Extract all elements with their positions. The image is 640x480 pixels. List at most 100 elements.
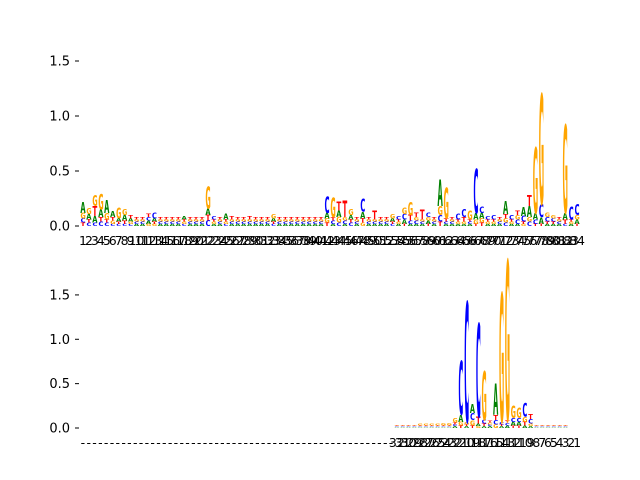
- x-tick-label: 54: [390, 233, 406, 248]
- x-tick-label: 13: [146, 233, 162, 248]
- logo-letter-a: A: [122, 213, 128, 222]
- logo-letter-g: G: [187, 219, 192, 223]
- logo-letter-g: G: [503, 217, 509, 224]
- x-tick-label: 6: [544, 435, 552, 450]
- logo-letter-c: C: [499, 421, 504, 425]
- logo-letter-t: T: [479, 222, 485, 228]
- logo-letter-c: C: [300, 221, 305, 225]
- logo-letter-a: A: [211, 223, 216, 227]
- x-tick-label: -: [255, 435, 260, 450]
- logo-letter-c: C: [104, 222, 109, 228]
- logo-letter-c: C: [241, 221, 246, 225]
- logo-letter-c: C: [378, 221, 383, 225]
- x-tick-label: 5: [103, 233, 111, 248]
- logo-letter-t: T: [481, 423, 486, 427]
- logo-letter-a: A: [516, 421, 522, 427]
- logo-letter-c: C: [491, 214, 497, 221]
- logo-letter-t: T: [499, 424, 504, 427]
- logo-letter-t: T: [396, 219, 401, 223]
- logo-letter-c: C: [86, 222, 91, 228]
- logo-letter-g: G: [441, 422, 446, 426]
- logo-letter-c: C: [412, 426, 418, 427]
- logo-letter-g: G: [563, 425, 569, 426]
- logo-letter-c: C: [372, 221, 377, 225]
- logo-letter-c: C: [366, 221, 371, 225]
- x-tick-label: -: [133, 435, 138, 450]
- x-tick-label: 26: [224, 233, 240, 248]
- logo-letter-g: G: [330, 192, 335, 224]
- x-tick-label: 43: [325, 233, 341, 248]
- logo-letter-a: A: [487, 426, 492, 429]
- x-tick-label: -: [86, 435, 91, 450]
- logo-letter-t: T: [425, 223, 430, 227]
- logo-letter-c: C: [503, 222, 508, 228]
- logo-letter-c: C: [140, 221, 145, 225]
- x-tick-label: 57: [408, 233, 424, 248]
- logo-letter-t: T: [181, 219, 186, 223]
- logo-letter-t: T: [80, 222, 86, 228]
- x-tick-label: -: [307, 435, 312, 450]
- logo-letter-t: T: [259, 217, 264, 221]
- logo-letter-t: T: [92, 203, 98, 219]
- x-tick-label: -: [92, 435, 97, 450]
- x-tick-label: -: [366, 435, 371, 450]
- logo-letter-a: A: [181, 215, 187, 221]
- logo-letter-g: G: [110, 219, 115, 225]
- logo-letter-c: C: [394, 426, 400, 427]
- logo-letter-c: C: [534, 426, 540, 427]
- x-tick-label: 27: [418, 435, 434, 450]
- logo-letter-g: G: [562, 103, 567, 243]
- logo-letter-c: C: [487, 424, 492, 427]
- logo-letter-c: C: [330, 219, 335, 225]
- logo-letter-g: G: [211, 221, 216, 225]
- logo-letter-t: T: [458, 425, 463, 429]
- logo-letter-c: C: [481, 419, 486, 425]
- logo-letter-g: G: [491, 221, 496, 225]
- x-tick-label: -: [278, 435, 283, 450]
- logo-letter-g: G: [521, 223, 526, 227]
- logo-letter-t: T: [146, 213, 152, 219]
- logo-letter-c: C: [497, 221, 502, 225]
- logo-letter-a: A: [461, 223, 466, 227]
- logo-letter-g: G: [574, 214, 580, 221]
- logo-letter-g: G: [417, 423, 422, 426]
- logo-letter-c: C: [437, 215, 442, 225]
- logo-letter-g: G: [479, 217, 485, 224]
- x-tick-label: 70: [486, 233, 502, 248]
- logo-letter-a: A: [348, 214, 354, 221]
- x-tick-label: 75: [515, 233, 531, 248]
- x-tick-label: 30: [248, 233, 264, 248]
- logo-letter-a: A: [414, 223, 419, 227]
- x-tick-label: -: [377, 435, 382, 450]
- x-tick-label: -: [342, 435, 347, 450]
- x-tick-label: 34: [271, 233, 287, 248]
- logo-letter-c: C: [152, 211, 158, 220]
- logo-letter-a: A: [306, 223, 311, 227]
- logo-letter-a: A: [400, 427, 406, 428]
- x-tick-label: 16: [164, 233, 180, 248]
- x-tick-label: -: [389, 435, 394, 450]
- x-tick-label: -: [354, 435, 359, 450]
- logo-letter-g: G: [510, 403, 515, 423]
- logo-letter-a: A: [80, 198, 86, 216]
- logo-letter-a: A: [568, 223, 573, 227]
- logo-letter-c: C: [485, 215, 490, 221]
- logo-letter-t: T: [563, 424, 569, 425]
- x-tick-label: 51: [373, 233, 389, 248]
- logo-letter-t: T: [98, 216, 104, 223]
- logo-letter-a: A: [479, 211, 485, 220]
- x-tick-label: -: [98, 435, 103, 450]
- logo-letter-g: G: [429, 423, 434, 426]
- logo-letter-c: C: [505, 422, 510, 426]
- logo-letter-c: C: [134, 221, 139, 225]
- logo-letter-g: G: [485, 221, 490, 225]
- logo-letter-g: G: [312, 219, 317, 223]
- logo-letter-t: T: [420, 206, 426, 222]
- logo-letter-g: G: [402, 207, 408, 217]
- logo-letter-a: A: [515, 223, 520, 227]
- x-tick-label: 12: [505, 435, 521, 450]
- logo-letter-a: A: [435, 427, 441, 428]
- logo-letter-g: G: [360, 222, 365, 228]
- logo-letter-g: G: [497, 219, 502, 223]
